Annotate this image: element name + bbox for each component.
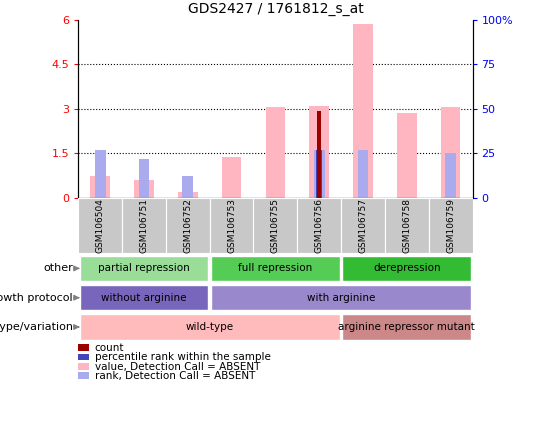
Bar <box>79 285 208 310</box>
Bar <box>341 198 385 253</box>
Text: GSM106751: GSM106751 <box>139 198 148 253</box>
Bar <box>342 314 471 340</box>
Text: arginine repressor mutant: arginine repressor mutant <box>339 322 475 332</box>
Text: GSM106759: GSM106759 <box>446 198 455 253</box>
Text: GSM106757: GSM106757 <box>359 198 368 253</box>
Bar <box>298 198 341 253</box>
Bar <box>342 256 471 281</box>
Bar <box>222 157 241 198</box>
Text: partial repression: partial repression <box>98 263 190 274</box>
Bar <box>78 353 89 361</box>
Bar <box>178 192 198 198</box>
Bar <box>211 285 471 310</box>
Text: other: other <box>43 263 73 274</box>
Text: genotype/variation: genotype/variation <box>0 322 73 332</box>
Bar <box>441 107 461 198</box>
Text: GSM106756: GSM106756 <box>315 198 323 253</box>
Bar <box>79 256 208 281</box>
Text: GSM106758: GSM106758 <box>402 198 411 253</box>
Text: percentile rank within the sample: percentile rank within the sample <box>95 353 271 362</box>
Bar <box>316 150 322 198</box>
Text: with arginine: with arginine <box>307 293 375 303</box>
Bar <box>183 176 193 198</box>
Bar <box>78 344 89 351</box>
Bar <box>253 198 298 253</box>
Bar <box>429 198 472 253</box>
Bar <box>210 198 253 253</box>
Bar <box>78 363 89 370</box>
Text: GSM106504: GSM106504 <box>96 198 105 253</box>
Text: growth protocol: growth protocol <box>0 293 73 303</box>
Bar <box>397 113 417 198</box>
Bar <box>357 150 368 198</box>
Bar <box>445 153 456 198</box>
Text: GSM106755: GSM106755 <box>271 198 280 253</box>
Bar <box>211 256 340 281</box>
Bar <box>314 150 325 198</box>
Title: GDS2427 / 1761812_s_at: GDS2427 / 1761812_s_at <box>187 2 363 16</box>
Text: GSM106753: GSM106753 <box>227 198 236 253</box>
Text: full repression: full repression <box>238 263 313 274</box>
Text: wild-type: wild-type <box>186 322 234 332</box>
Bar <box>95 150 106 198</box>
Text: count: count <box>95 343 124 353</box>
Text: value, Detection Call = ABSENT: value, Detection Call = ABSENT <box>95 362 260 372</box>
Bar <box>166 198 210 253</box>
Text: GSM106752: GSM106752 <box>183 198 192 253</box>
Bar <box>90 176 110 198</box>
Bar <box>78 198 122 253</box>
Bar <box>266 107 285 198</box>
Bar <box>385 198 429 253</box>
Bar <box>317 111 321 198</box>
Bar <box>309 107 329 198</box>
Bar <box>139 159 150 198</box>
Bar <box>353 24 373 198</box>
Bar <box>134 180 154 198</box>
Text: rank, Detection Call = ABSENT: rank, Detection Call = ABSENT <box>95 371 255 381</box>
Bar <box>79 314 340 340</box>
Text: without arginine: without arginine <box>102 293 187 303</box>
Text: derepression: derepression <box>373 263 441 274</box>
Bar <box>122 198 166 253</box>
Bar <box>78 373 89 379</box>
